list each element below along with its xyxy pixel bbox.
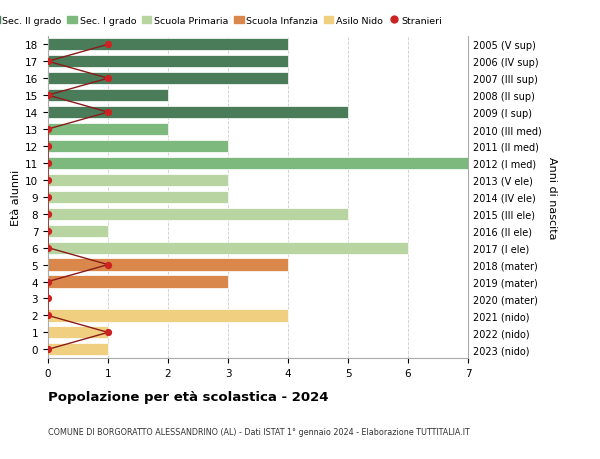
- Point: [43, 295, 53, 302]
- Bar: [48, 343, 108, 356]
- Point: [43, 143, 53, 150]
- Bar: [48, 157, 468, 170]
- Point: [103, 261, 113, 269]
- Point: [103, 329, 113, 336]
- Bar: [48, 276, 228, 288]
- Point: [43, 58, 53, 66]
- Bar: [48, 56, 288, 68]
- Point: [43, 126, 53, 134]
- Point: [43, 211, 53, 218]
- Bar: [48, 73, 288, 85]
- Point: [43, 312, 53, 319]
- Text: COMUNE DI BORGORATTO ALESSANDRINO (AL) - Dati ISTAT 1° gennaio 2024 - Elaborazio: COMUNE DI BORGORATTO ALESSANDRINO (AL) -…: [48, 427, 470, 436]
- Bar: [48, 310, 288, 322]
- Legend: Sec. II grado, Sec. I grado, Scuola Primaria, Scuola Infanzia, Asilo Nido, Stran: Sec. II grado, Sec. I grado, Scuola Prim…: [0, 17, 442, 26]
- Point: [43, 278, 53, 285]
- Text: Popolazione per età scolastica - 2024: Popolazione per età scolastica - 2024: [48, 390, 329, 403]
- Y-axis label: Anni di nascita: Anni di nascita: [547, 156, 557, 239]
- Bar: [48, 107, 348, 119]
- Bar: [48, 123, 168, 136]
- Bar: [48, 259, 288, 271]
- Bar: [48, 242, 408, 254]
- Bar: [48, 140, 228, 153]
- Bar: [48, 191, 228, 203]
- Point: [103, 75, 113, 83]
- Bar: [48, 225, 108, 237]
- Point: [43, 228, 53, 235]
- Point: [43, 160, 53, 167]
- Point: [43, 92, 53, 100]
- Point: [103, 109, 113, 117]
- Point: [43, 245, 53, 252]
- Point: [43, 346, 53, 353]
- Bar: [48, 90, 168, 102]
- Point: [43, 177, 53, 184]
- Bar: [48, 208, 348, 220]
- Bar: [48, 174, 228, 186]
- Point: [103, 41, 113, 49]
- Point: [43, 194, 53, 201]
- Bar: [48, 39, 288, 51]
- Bar: [48, 326, 108, 339]
- Y-axis label: Età alunni: Età alunni: [11, 169, 21, 225]
